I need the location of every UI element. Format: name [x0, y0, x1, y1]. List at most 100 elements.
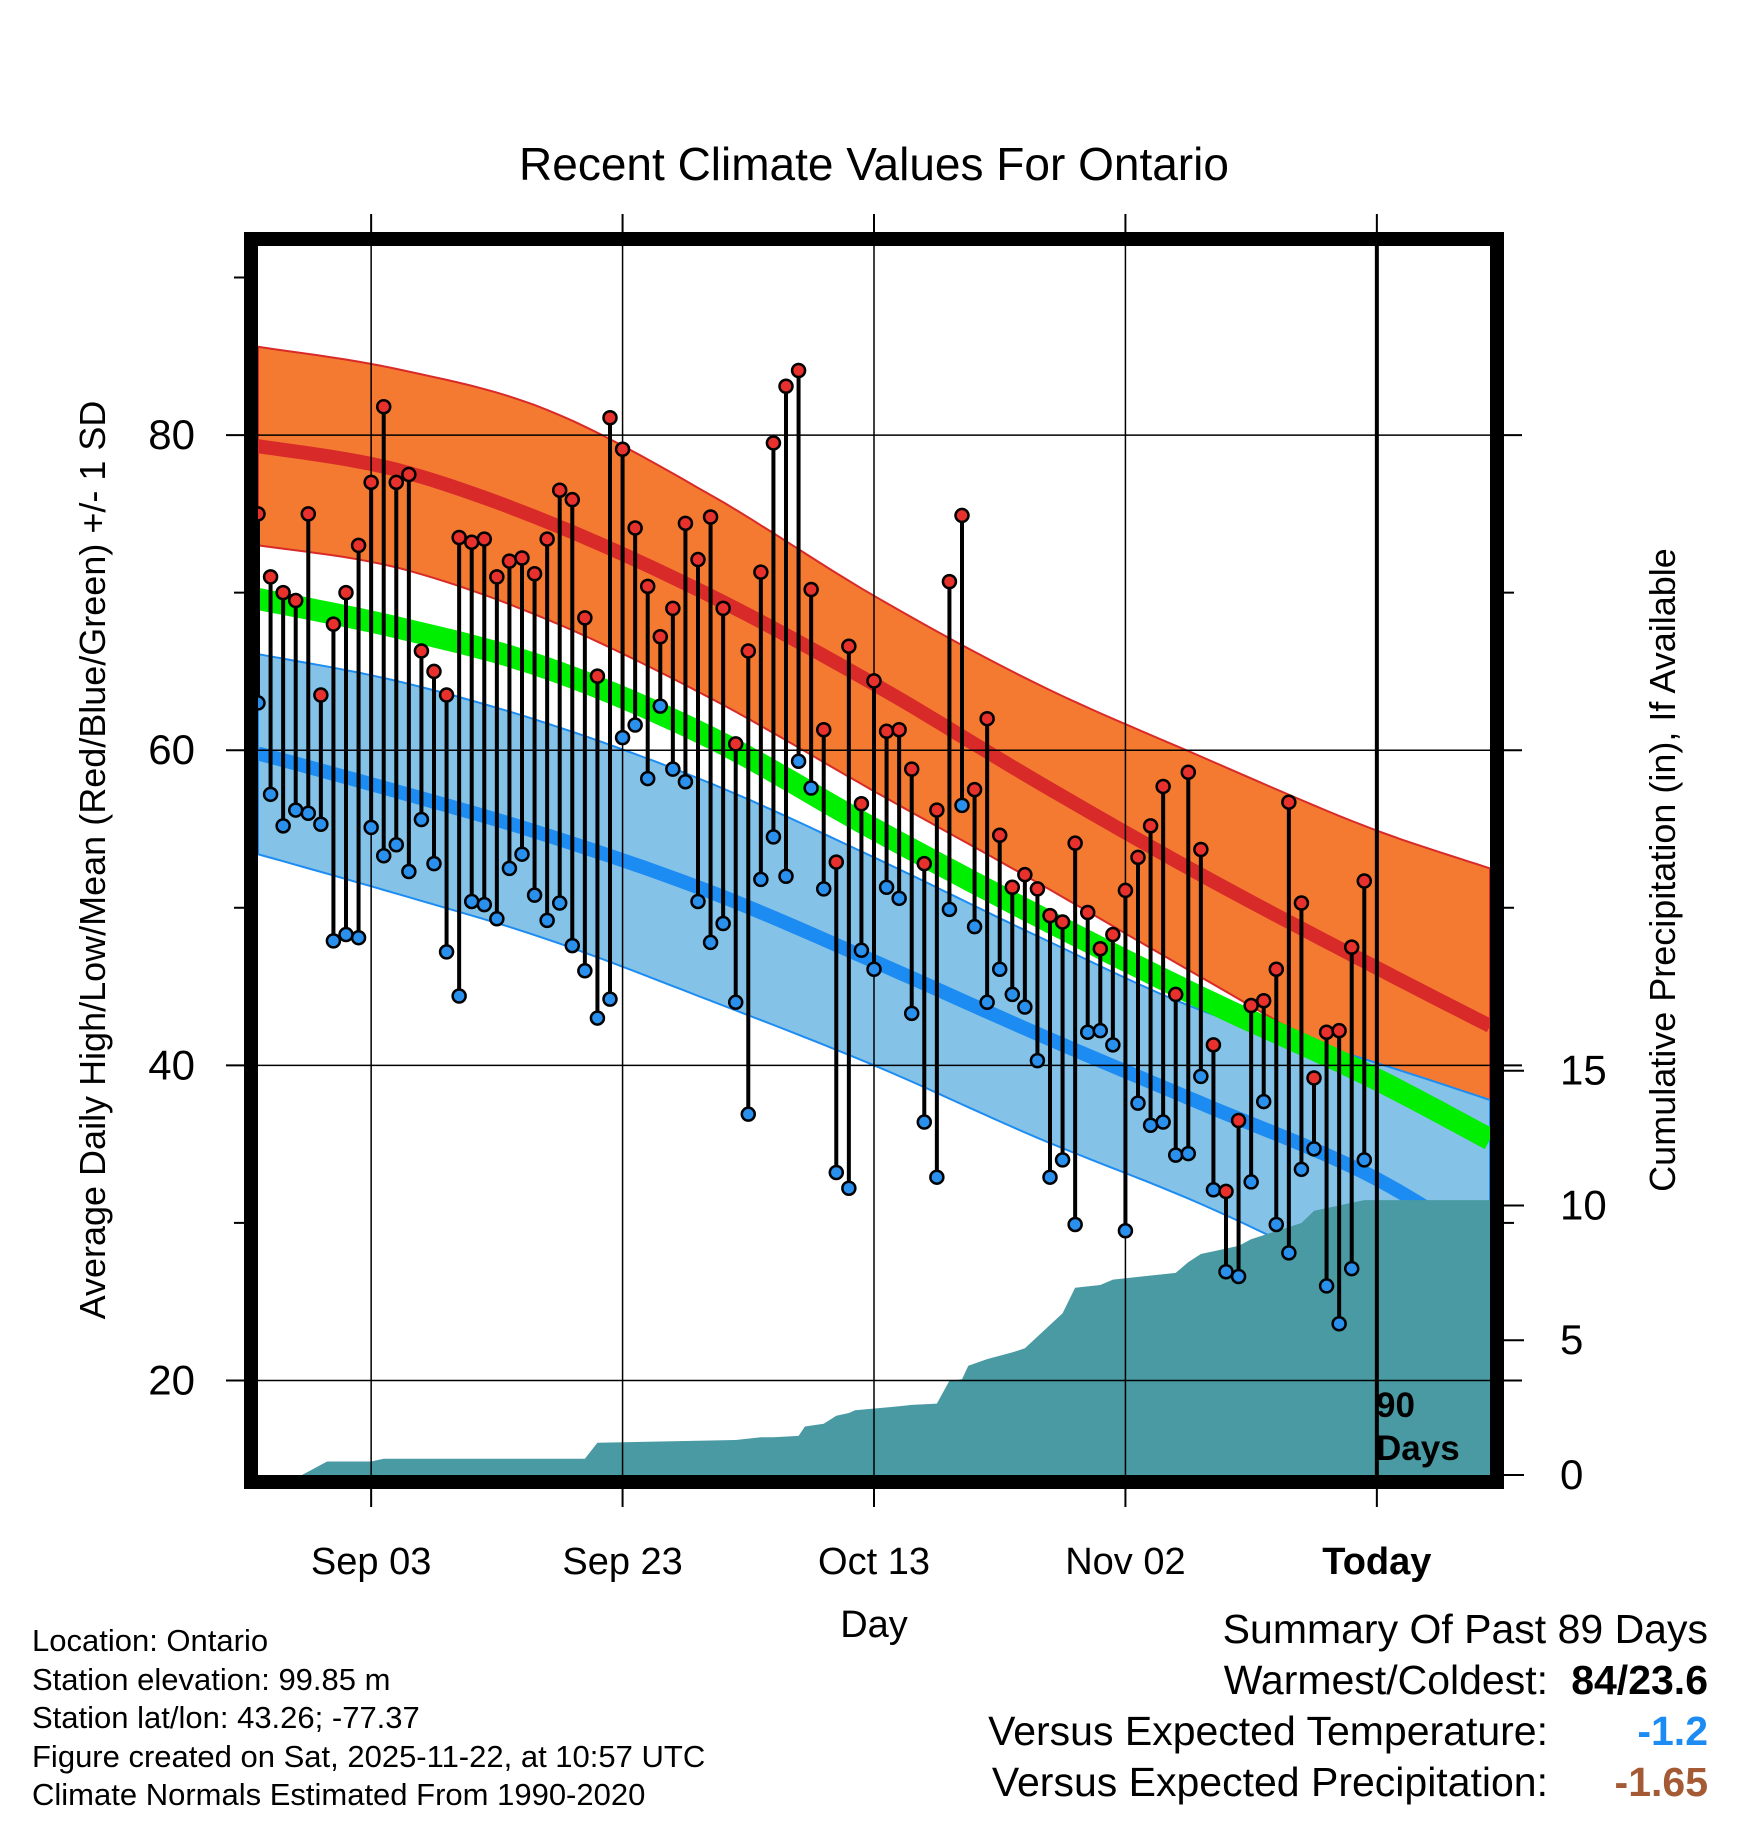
- plot-frame: [244, 232, 1504, 1489]
- daily-low-point: [740, 1106, 757, 1122]
- daily-high-point: [1042, 907, 1058, 924]
- daily-high-point: [1343, 939, 1360, 955]
- daily-high-point: [1142, 818, 1159, 834]
- today-annotation-unit: Days: [1376, 1429, 1460, 1468]
- daily-low-point: [1193, 1068, 1209, 1085]
- daily-low-point: [300, 805, 317, 821]
- summary-title: Summary Of Past 89 Days: [1222, 1606, 1708, 1652]
- daily-high-point: [363, 474, 379, 491]
- y-tick-label: 80: [148, 411, 195, 458]
- daily-low-point: [476, 896, 493, 913]
- daily-high-point: [639, 578, 656, 595]
- daily-high-point: [979, 710, 995, 727]
- daily-high-point: [287, 592, 304, 609]
- daily-low-point: [727, 994, 744, 1011]
- daily-high-point: [262, 569, 279, 585]
- daily-low-point: [539, 912, 555, 929]
- daily-high-point: [258, 506, 266, 522]
- daily-high-point: [451, 529, 467, 546]
- daily-low-point: [665, 761, 681, 777]
- daily-low-point: [1343, 1260, 1360, 1277]
- daily-high-point: [614, 441, 631, 458]
- daily-low-point: [1318, 1278, 1335, 1294]
- daily-high-point: [350, 537, 367, 554]
- daily-low-point: [514, 846, 530, 862]
- daily-high-point: [954, 507, 970, 524]
- daily-low-point: [363, 819, 379, 836]
- daily-low-point: [652, 698, 669, 714]
- station-metadata: Location: Ontario Station elevation: 99.…: [32, 1622, 705, 1815]
- daily-high-point: [338, 584, 354, 601]
- daily-high-point: [313, 687, 329, 703]
- daily-high-point: [1167, 986, 1184, 1003]
- daily-high-point: [438, 687, 455, 703]
- daily-low-point: [991, 961, 1008, 977]
- daily-low-point: [891, 890, 907, 907]
- daily-high-point: [1029, 881, 1046, 897]
- daily-low-point: [627, 717, 643, 733]
- daily-high-point: [665, 600, 681, 617]
- warmest-coldest-label: Warmest/Coldest:: [1223, 1657, 1548, 1703]
- daily-low-point: [639, 770, 656, 787]
- daily-high-point: [929, 802, 945, 818]
- x-tick-label: Sep 03: [311, 1541, 431, 1583]
- daily-low-point: [577, 963, 593, 979]
- daily-low-point: [388, 836, 405, 853]
- daily-low-point: [551, 895, 568, 911]
- daily-high-point: [891, 721, 907, 738]
- daily-low-point: [916, 1114, 933, 1130]
- daily-low-point: [1079, 1024, 1096, 1040]
- daily-high-point: [463, 534, 480, 550]
- daily-high-point: [1180, 764, 1197, 781]
- daily-low-point: [258, 695, 266, 711]
- daily-high-point: [426, 663, 442, 680]
- daily-high-point: [1130, 849, 1146, 866]
- x-tick-label: Today: [1322, 1541, 1431, 1583]
- daily-low-point: [778, 868, 794, 885]
- daily-low-point: [1105, 1037, 1121, 1053]
- daily-high-point: [702, 509, 719, 525]
- daily-low-point: [401, 863, 417, 880]
- daily-high-point: [627, 520, 643, 536]
- daily-high-point: [1193, 841, 1209, 858]
- daily-low-point: [275, 818, 291, 834]
- daily-high-point: [1318, 1024, 1335, 1040]
- daily-high-point: [1331, 1022, 1347, 1039]
- daily-high-point: [388, 474, 405, 491]
- elevation-text: Station elevation: 99.85 m: [32, 1661, 391, 1697]
- daily-high-point: [652, 629, 669, 645]
- daily-low-point: [1142, 1117, 1159, 1133]
- daily-high-point: [539, 531, 555, 547]
- daily-high-point: [1293, 895, 1310, 911]
- daily-low-point: [1155, 1114, 1171, 1130]
- daily-high-point: [841, 638, 857, 654]
- daily-high-point: [903, 761, 920, 777]
- plot-area: [258, 246, 1490, 1475]
- daily-low-point: [501, 860, 518, 877]
- daily-high-point: [1281, 794, 1297, 810]
- daily-low-point: [979, 994, 995, 1011]
- precip-area: [258, 1200, 1490, 1475]
- daily-high-point: [1054, 914, 1071, 930]
- daily-low-point: [1017, 999, 1033, 1015]
- chart-title: Recent Climate Values For Ontario: [519, 138, 1229, 190]
- daily-high-point: [489, 569, 505, 585]
- daily-low-point: [677, 773, 694, 790]
- daily-high-point: [526, 565, 543, 582]
- daily-low-point: [878, 879, 895, 896]
- x-axis-label: Day: [840, 1604, 908, 1646]
- daily-high-point: [853, 796, 870, 812]
- daily-high-point: [1205, 1037, 1222, 1053]
- y2-axis-label: Cumulative Precipitation (in), If Availa…: [1642, 548, 1683, 1192]
- daily-high-point: [589, 668, 606, 684]
- daily-low-point: [602, 991, 618, 1007]
- daily-high-point: [916, 855, 933, 872]
- daily-low-point: [1255, 1093, 1272, 1110]
- daily-high-point: [564, 491, 581, 508]
- warmest-coldest-row: Warmest/Coldest: 84/23.6: [988, 1655, 1708, 1706]
- daily-high-point: [514, 550, 530, 566]
- daily-low-point: [589, 1010, 606, 1026]
- daily-low-point: [1205, 1182, 1222, 1198]
- daily-low-point: [1230, 1268, 1247, 1285]
- daily-low-point: [715, 915, 731, 932]
